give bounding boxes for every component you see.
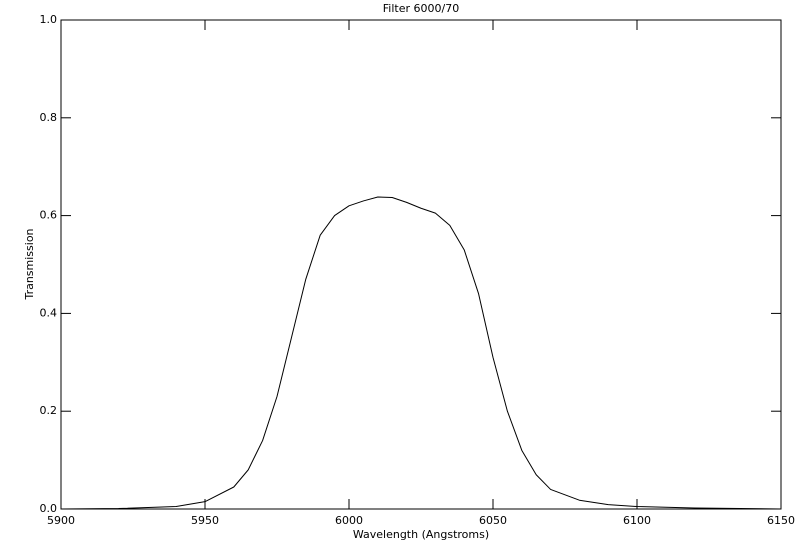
y-axis-label: Transmission bbox=[23, 228, 36, 300]
y-tick-label: 0.0 bbox=[40, 502, 58, 515]
chart-title: Filter 6000/70 bbox=[383, 2, 459, 15]
y-tick-label: 0.4 bbox=[40, 306, 58, 319]
y-tick-label: 0.2 bbox=[40, 404, 58, 417]
x-tick-label: 5950 bbox=[191, 514, 219, 527]
x-tick-label: 6050 bbox=[479, 514, 507, 527]
x-axis-label: Wavelength (Angstroms) bbox=[353, 528, 489, 541]
x-tick-label: 6100 bbox=[623, 514, 651, 527]
data-line bbox=[60, 196, 782, 510]
y-tick-label: 0.6 bbox=[40, 209, 58, 222]
x-tick-label: 5900 bbox=[47, 514, 75, 527]
x-tick-label: 6150 bbox=[767, 514, 795, 527]
plot-frame bbox=[60, 19, 782, 510]
y-tick-label: 1.0 bbox=[40, 13, 58, 26]
y-tick-label: 0.8 bbox=[40, 111, 58, 124]
x-tick-label: 6000 bbox=[335, 514, 363, 527]
